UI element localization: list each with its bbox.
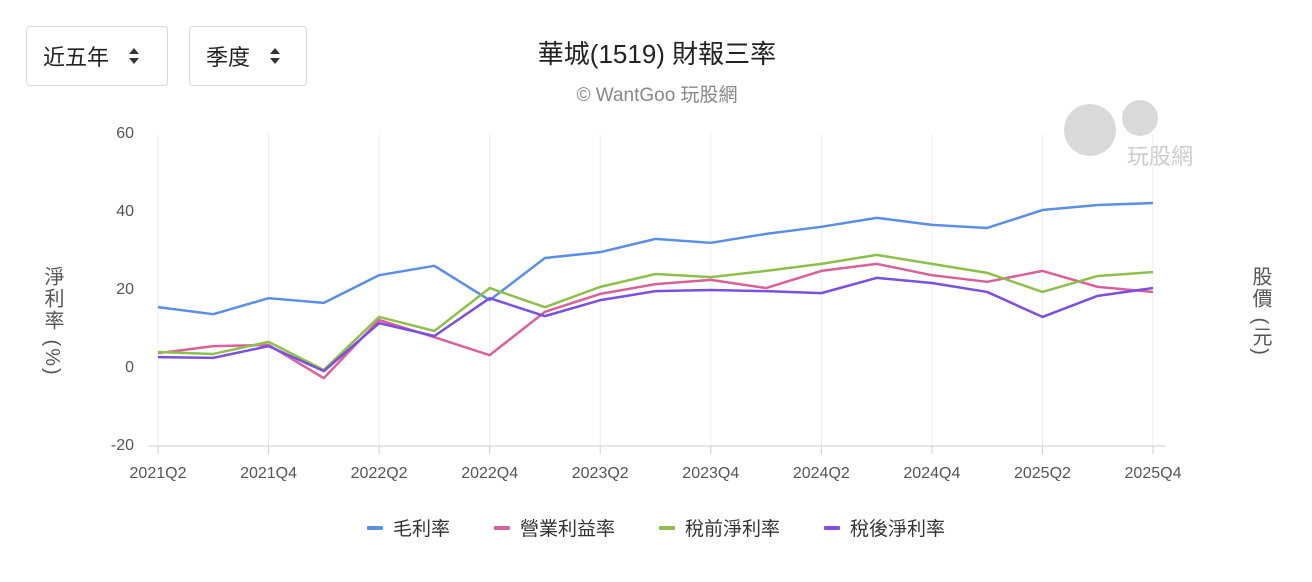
- y-tick-label: -20: [111, 437, 134, 454]
- legend-swatch: [366, 525, 383, 530]
- range-select[interactable]: 近五年: [26, 26, 168, 86]
- period-select[interactable]: 季度: [189, 26, 307, 86]
- chart-subtitle: © WantGoo 玩股網: [576, 84, 737, 106]
- line-series: [157, 262, 1154, 380]
- legend-item[interactable]: 毛利率: [366, 514, 450, 541]
- x-tick-label: 2025Q2: [1014, 465, 1071, 482]
- legend-swatch: [493, 525, 510, 530]
- legend-swatch: [659, 525, 675, 530]
- legend-item[interactable]: 營業利益率: [493, 514, 615, 541]
- arrow-icon: [129, 48, 140, 64]
- chart-title: 華城(1519) 財報三率: [538, 39, 776, 69]
- line-series: [157, 253, 1154, 372]
- x-tick-label: 2022Q2: [351, 465, 408, 482]
- watermark-logo: [1064, 100, 1158, 156]
- legend-item[interactable]: 稅後淨利率: [824, 514, 945, 541]
- legend-label: 稅後淨利率: [850, 519, 946, 540]
- legend-item[interactable]: 稅前淨利率: [659, 514, 780, 541]
- x-tick-label: 2022Q4: [461, 465, 518, 482]
- chart: 華城(1519) 財報三率 © WantGoo 玩股網 玩股網 2021Q2 20…: [111, 39, 1193, 482]
- y-tick-label: 20: [116, 281, 134, 298]
- arrow-icon: [270, 48, 281, 64]
- y-tick-label: 0: [125, 359, 134, 376]
- y2-axis-label: 股價 (元): [1249, 266, 1271, 357]
- legend-swatch: [824, 525, 841, 530]
- x-tick-label: 2021Q4: [240, 465, 297, 482]
- watermark: 玩股網: [1127, 144, 1193, 169]
- legend-label: 營業利益率: [519, 519, 615, 540]
- x-tick-label: 2024Q4: [903, 465, 960, 482]
- legend-label: 毛利率: [392, 519, 450, 540]
- x-tick-label: 2021Q2: [130, 465, 187, 482]
- range-text: 近五年: [43, 45, 110, 70]
- y-tick-label: 60: [116, 125, 134, 142]
- x-tick-label: 2023Q4: [682, 465, 739, 482]
- y-axis-label: 淨利率 (%): [41, 266, 63, 377]
- x-tick-label: 2023Q2: [572, 465, 629, 482]
- line-series: [157, 201, 1154, 316]
- y-tick-label: 40: [116, 203, 134, 220]
- x-tick-label: 2025Q4: [1125, 465, 1182, 482]
- period-text: 季度: [206, 45, 251, 70]
- line-series: [157, 276, 1154, 373]
- legend: 毛利率 營業利益率 稅前淨利率 稅後淨利率: [0, 514, 1312, 541]
- x-tick-label: 2024Q2: [793, 465, 850, 482]
- legend-label: 稅前淨利率: [685, 519, 781, 540]
